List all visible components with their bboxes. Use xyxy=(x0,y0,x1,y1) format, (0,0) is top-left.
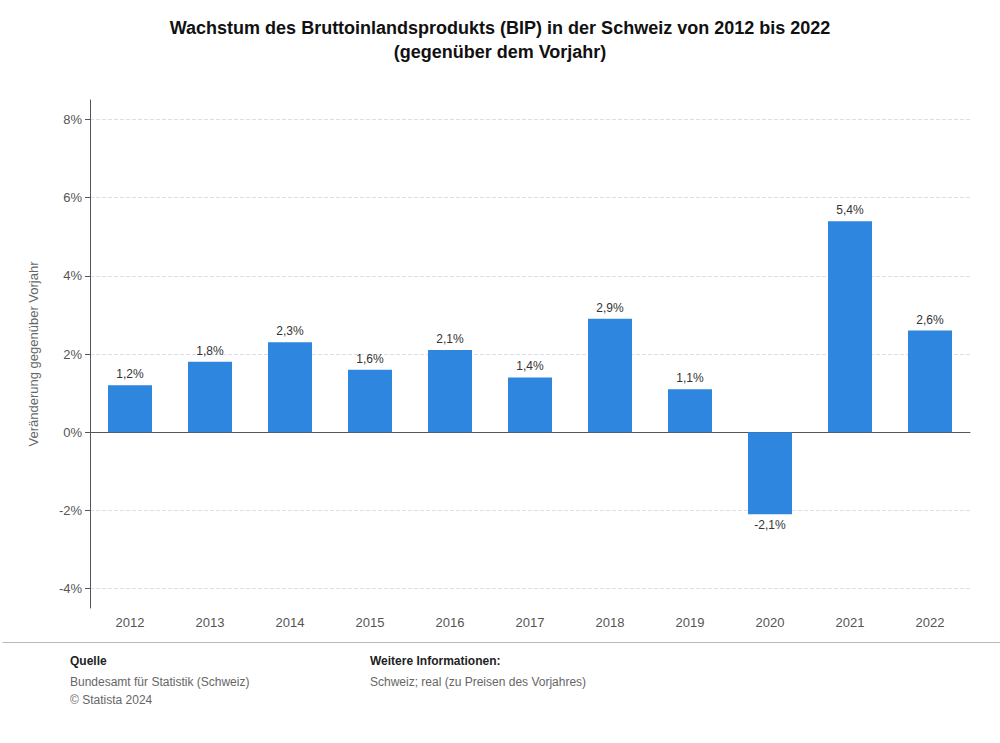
svg-text:1,8%: 1,8% xyxy=(196,344,224,358)
svg-text:-2,1%: -2,1% xyxy=(754,518,786,532)
svg-text:2016: 2016 xyxy=(436,615,465,630)
svg-text:1,1%: 1,1% xyxy=(676,371,704,385)
svg-text:2,3%: 2,3% xyxy=(276,324,304,338)
svg-text:1,6%: 1,6% xyxy=(356,352,384,366)
svg-text:6%: 6% xyxy=(63,190,82,205)
svg-text:2020: 2020 xyxy=(756,615,785,630)
svg-text:2%: 2% xyxy=(63,347,82,362)
svg-text:Schweiz; real (zu Preisen des: Schweiz; real (zu Preisen des Vorjahres) xyxy=(370,675,586,689)
svg-text:Veränderung gegenüber Vorjahr: Veränderung gegenüber Vorjahr xyxy=(26,261,41,447)
svg-text:2014: 2014 xyxy=(276,615,305,630)
svg-text:(gegenüber dem Vorjahr): (gegenüber dem Vorjahr) xyxy=(394,42,607,62)
svg-text:Wachstum des Bruttoinlandsprod: Wachstum des Bruttoinlandsprodukts (BIP)… xyxy=(170,18,830,38)
svg-text:8%: 8% xyxy=(63,112,82,127)
svg-text:Weitere Informationen:: Weitere Informationen: xyxy=(370,654,500,668)
svg-text:2,1%: 2,1% xyxy=(436,332,464,346)
svg-text:1,4%: 1,4% xyxy=(516,359,544,373)
svg-text:2019: 2019 xyxy=(676,615,705,630)
svg-text:2013: 2013 xyxy=(196,615,225,630)
svg-text:-2%: -2% xyxy=(59,503,83,518)
svg-text:5,4%: 5,4% xyxy=(836,203,864,217)
svg-text:2,6%: 2,6% xyxy=(916,313,944,327)
svg-text:0%: 0% xyxy=(63,425,82,440)
svg-text:© Statista 2024: © Statista 2024 xyxy=(70,693,153,707)
svg-text:2012: 2012 xyxy=(116,615,145,630)
svg-text:2017: 2017 xyxy=(516,615,545,630)
svg-text:2015: 2015 xyxy=(356,615,385,630)
svg-text:-4%: -4% xyxy=(59,581,83,596)
svg-text:2022: 2022 xyxy=(916,615,945,630)
svg-text:Bundesamt für Statistik (Schwe: Bundesamt für Statistik (Schweiz) xyxy=(70,675,249,689)
svg-text:2018: 2018 xyxy=(596,615,625,630)
svg-text:2021: 2021 xyxy=(836,615,865,630)
svg-text:2,9%: 2,9% xyxy=(596,301,624,315)
svg-text:4%: 4% xyxy=(63,268,82,283)
svg-text:1,2%: 1,2% xyxy=(116,367,144,381)
svg-text:Quelle: Quelle xyxy=(70,654,107,668)
